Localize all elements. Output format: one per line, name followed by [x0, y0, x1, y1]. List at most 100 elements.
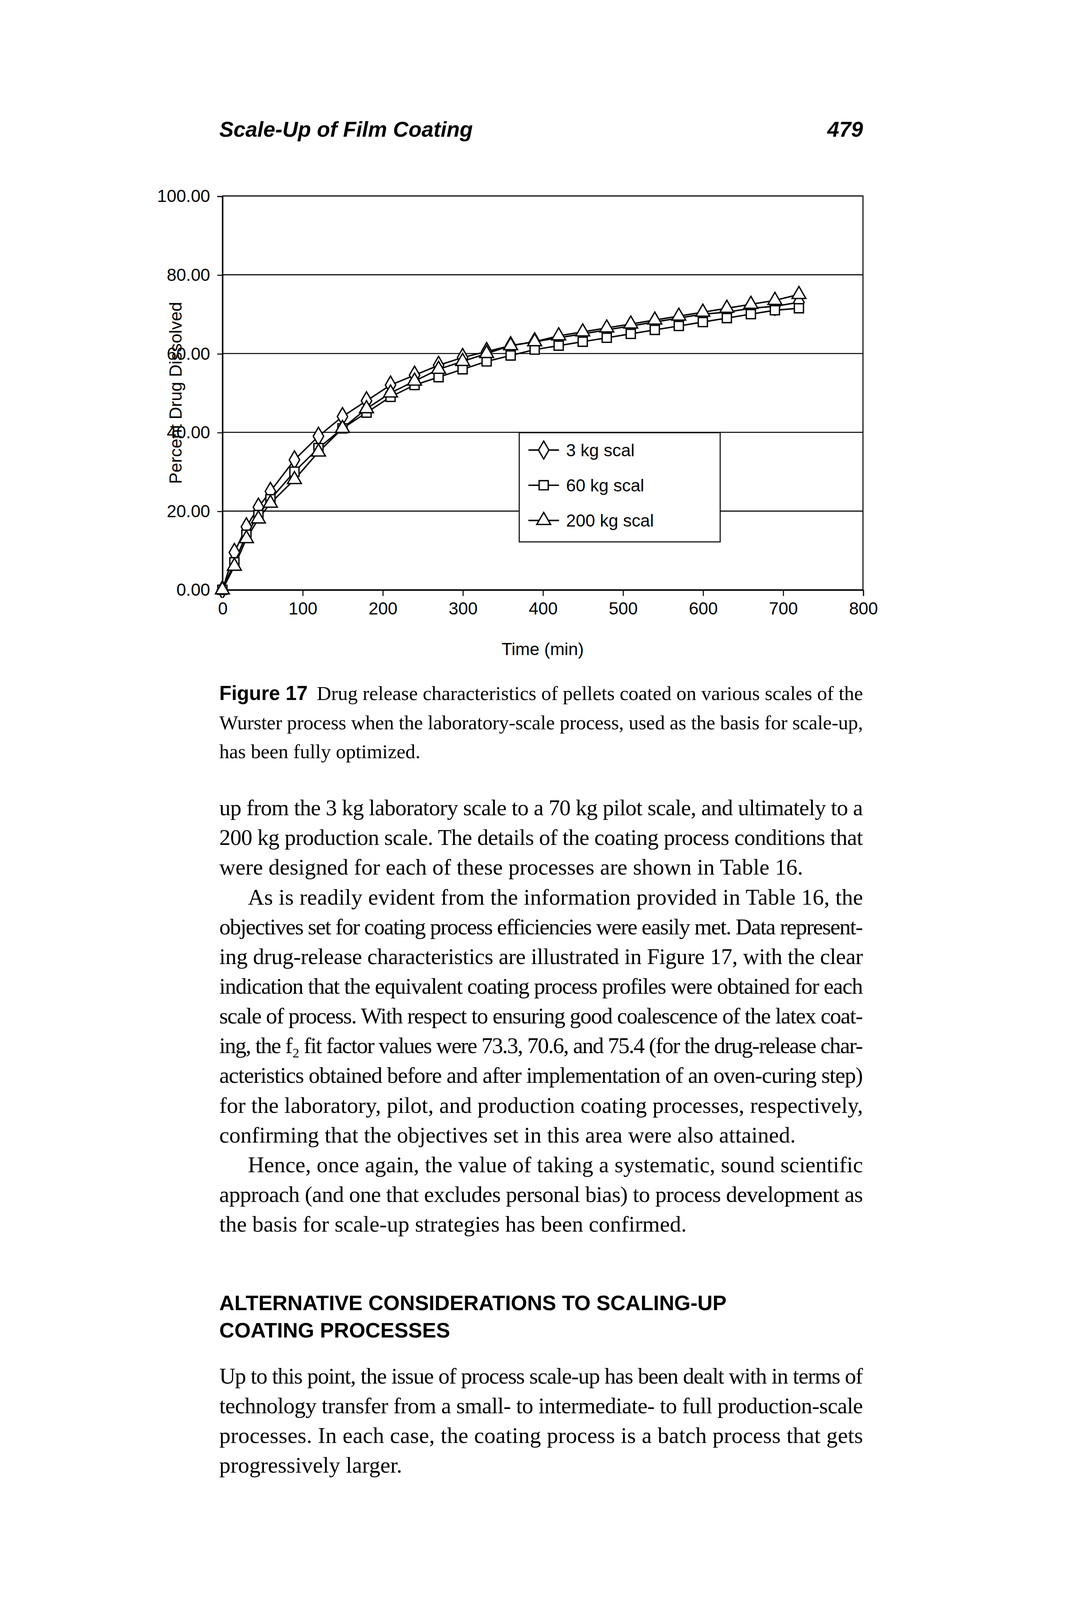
y-tick-label: 20.00 [166, 501, 211, 521]
legend-label: 200 kg scal [566, 510, 655, 530]
section-heading: ALTERNATIVE CONSIDERATIONS TO SCALING-UP [219, 1291, 727, 1315]
series-marker [433, 372, 443, 382]
x-tick-mark [302, 589, 304, 596]
grid-line [222, 353, 863, 355]
series-marker [698, 317, 708, 327]
caption-line: Wurster process when the laboratory-scal… [219, 711, 864, 734]
series-marker [313, 427, 324, 446]
series-marker [719, 300, 734, 313]
legend-box [519, 432, 721, 542]
x-tick-mark [783, 589, 785, 596]
series-marker [458, 364, 468, 374]
series-marker [455, 353, 470, 366]
series-marker [479, 345, 494, 358]
x-tick: 100 [288, 589, 318, 618]
plot-frame [222, 196, 863, 590]
x-tick-mark [703, 589, 705, 596]
series-marker [770, 305, 780, 315]
series-line [222, 308, 799, 590]
x-tick-label: 400 [528, 598, 558, 618]
body-line: processes. In each case, the coating pro… [219, 1422, 864, 1448]
caption-line: Figure 17 Drug release characteristics of… [219, 681, 864, 705]
body-line: confirming that the objectives set in th… [219, 1122, 796, 1148]
caption-label: Figure 17 [219, 681, 308, 705]
page-number: 479 [826, 117, 864, 142]
series-marker [503, 337, 518, 350]
series-marker [767, 292, 782, 305]
series-marker [554, 340, 564, 350]
series-marker [527, 333, 542, 346]
series-marker [626, 329, 636, 339]
y-tick-mark [217, 196, 223, 198]
series-marker [602, 333, 612, 343]
x-tick: 400 [528, 589, 558, 618]
series-marker [431, 361, 446, 374]
series-marker [289, 450, 300, 469]
body-line: Up to this point, the issue of process s… [219, 1363, 864, 1389]
x-tick-label: 200 [368, 598, 398, 618]
x-tick: 200 [368, 589, 398, 618]
series-marker [671, 308, 686, 321]
body-line: objectives set for coating process effic… [219, 914, 864, 939]
series-marker [481, 356, 491, 366]
y-axis-title: Percent Drug Dissolved [165, 301, 186, 484]
body-line: Hence, once again, the value of taking a… [248, 1152, 864, 1177]
y-tick: 100.00 [157, 186, 223, 206]
y-tick-mark [217, 432, 223, 434]
x-tick-label: 100 [288, 598, 318, 618]
x-tick-mark [542, 589, 545, 596]
series-marker [335, 420, 350, 433]
series-marker [383, 384, 398, 397]
series-marker [695, 304, 711, 317]
chart: 0.0020.0040.0060.0080.00100.000100200300… [157, 186, 878, 659]
x-tick-label: 0 [217, 598, 228, 618]
series-marker [623, 315, 638, 329]
legend-label: 3 kg scal [566, 440, 635, 460]
x-tick-mark [382, 589, 384, 596]
x-tick-mark [462, 589, 464, 596]
series-marker [674, 321, 684, 331]
series-marker [647, 312, 662, 325]
x-tick: 300 [448, 589, 478, 618]
y-tick-label: 100.00 [157, 186, 211, 206]
x-tick: 800 [849, 589, 878, 618]
series-marker [746, 309, 756, 319]
x-axis-title: Time (min) [501, 639, 584, 659]
x-tick-label: 700 [769, 598, 798, 618]
y-tick-label: 80.00 [166, 265, 211, 285]
plot-area [215, 286, 807, 598]
legend: 3 kg scal60 kg scal200 kg scal [519, 432, 721, 542]
legend-marker [538, 440, 550, 459]
series-marker [251, 510, 266, 523]
series-marker [551, 327, 566, 340]
y-tick: 20.00 [166, 501, 223, 521]
body-line: up from the 3 kg laboratory scale to a 7… [219, 795, 864, 820]
x-tick-label: 300 [448, 598, 478, 618]
series-marker [529, 344, 539, 354]
series-marker [227, 558, 242, 571]
x-tick: 600 [688, 589, 718, 618]
series-marker [311, 444, 326, 457]
series-marker [744, 296, 759, 309]
series-marker [239, 530, 254, 543]
series-marker [506, 350, 516, 360]
y-tick: 80.00 [166, 265, 223, 285]
caption-text: Drug release characteristics of pellets … [316, 682, 863, 705]
y-axis: 0.0020.0040.0060.0080.00100.00 [157, 186, 223, 600]
y-tick-mark [217, 510, 223, 513]
body-line: 200 kg production scale. The details of … [219, 824, 864, 850]
page: Scale-Up of Film Coating4790.0020.0040.0… [0, 0, 1067, 1600]
x-tick: 700 [769, 589, 798, 618]
x-tick-mark [622, 589, 625, 596]
body-line: approach (and one that excludes personal… [219, 1181, 864, 1207]
body-line: indication that the equivalent coating p… [219, 973, 864, 999]
body-line: for the laboratory, pilot, and productio… [219, 1092, 864, 1118]
series-line [222, 294, 799, 590]
series-marker [794, 303, 804, 313]
body-line: ing, the f₂ fit factor values were 73.3,… [219, 1033, 864, 1059]
body-line: scale of process. With respect to ensuri… [219, 1003, 864, 1028]
legend-marker [538, 480, 548, 490]
series-line [222, 302, 799, 590]
series-marker [263, 495, 278, 508]
series-marker [578, 337, 588, 347]
